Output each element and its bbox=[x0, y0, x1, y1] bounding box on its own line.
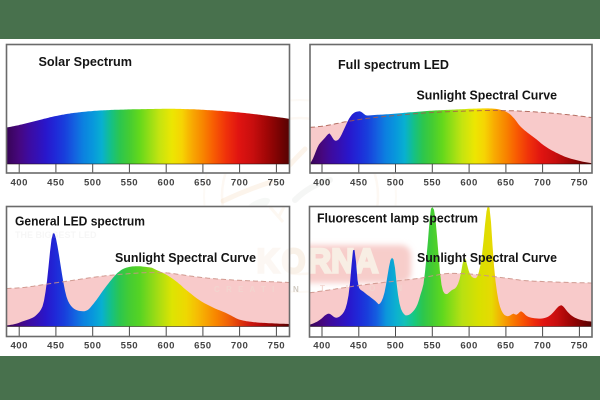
svg-text:CREATI: CREATI bbox=[214, 285, 280, 294]
svg-text:THE BIGGEST LED: THE BIGGEST LED bbox=[15, 230, 97, 240]
svg-text:750: 750 bbox=[571, 341, 589, 352]
svg-text:650: 650 bbox=[497, 178, 515, 189]
svg-text:450: 450 bbox=[350, 341, 368, 352]
svg-text:Sunlight Spectral Curve: Sunlight Spectral Curve bbox=[417, 88, 558, 103]
svg-text:750: 750 bbox=[571, 178, 589, 189]
svg-text:600: 600 bbox=[157, 341, 175, 352]
svg-text:450: 450 bbox=[47, 341, 65, 352]
svg-text:500: 500 bbox=[84, 341, 102, 352]
svg-text:RNA: RNA bbox=[308, 243, 379, 281]
svg-text:600: 600 bbox=[460, 178, 478, 189]
svg-text:600: 600 bbox=[157, 178, 175, 189]
svg-text:General LED spectrum: General LED spectrum bbox=[15, 213, 145, 228]
svg-text:750: 750 bbox=[268, 341, 286, 352]
svg-text:Solar Spectrum: Solar Spectrum bbox=[39, 54, 133, 69]
svg-text:N: N bbox=[293, 285, 299, 294]
svg-text:700: 700 bbox=[534, 341, 552, 352]
svg-text:400: 400 bbox=[313, 341, 331, 352]
svg-text:O: O bbox=[282, 243, 306, 281]
svg-text:700: 700 bbox=[231, 178, 249, 189]
svg-text:Sunlight Spectral Curve: Sunlight Spectral Curve bbox=[417, 250, 557, 265]
svg-text:550: 550 bbox=[424, 341, 442, 352]
svg-text:450: 450 bbox=[47, 178, 65, 189]
svg-text:600: 600 bbox=[460, 341, 478, 352]
svg-text:650: 650 bbox=[194, 341, 212, 352]
svg-text:Sunlight Spectral Curve: Sunlight Spectral Curve bbox=[115, 250, 256, 265]
svg-text:Full spectrum LED: Full spectrum LED bbox=[338, 57, 449, 72]
svg-text:TIONS: TIONS bbox=[320, 284, 449, 293]
svg-text:500: 500 bbox=[387, 341, 405, 352]
svg-text:K: K bbox=[257, 243, 280, 281]
svg-text:550: 550 bbox=[121, 341, 139, 352]
svg-text:400: 400 bbox=[10, 341, 28, 352]
svg-text:450: 450 bbox=[350, 178, 368, 189]
svg-text:400: 400 bbox=[313, 178, 331, 189]
svg-text:400: 400 bbox=[10, 178, 28, 189]
svg-text:Fluorescent lamp spectrum: Fluorescent lamp spectrum bbox=[317, 211, 478, 226]
svg-text:700: 700 bbox=[231, 341, 249, 352]
svg-text:500: 500 bbox=[84, 178, 102, 189]
svg-text:500: 500 bbox=[387, 178, 405, 189]
svg-text:550: 550 bbox=[424, 178, 442, 189]
svg-text:650: 650 bbox=[497, 341, 515, 352]
svg-text:550: 550 bbox=[121, 178, 139, 189]
svg-text:650: 650 bbox=[194, 178, 212, 189]
svg-text:700: 700 bbox=[534, 178, 552, 189]
svg-text:750: 750 bbox=[268, 178, 286, 189]
